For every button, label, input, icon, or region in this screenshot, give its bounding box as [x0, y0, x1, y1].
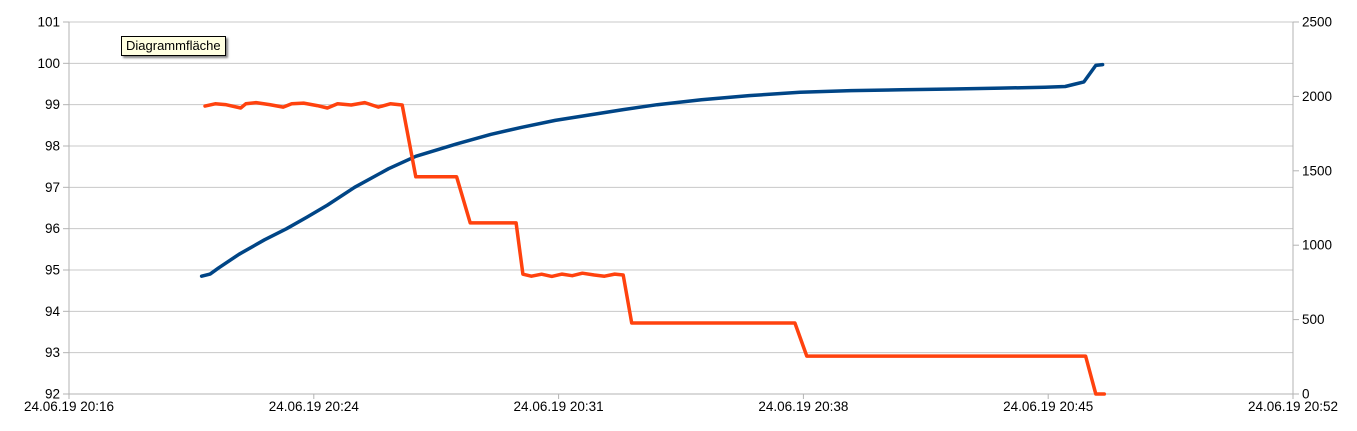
x-axis-tick-label: 24.06.19 20:31: [514, 399, 604, 414]
y-axis-right-tick-label: 1000: [1302, 238, 1332, 253]
chart-plot-area[interactable]: [69, 22, 1293, 394]
y-axis-left-tick-label: 96: [45, 221, 60, 236]
x-axis-tick-label: 24.06.19 20:24: [269, 399, 360, 414]
y-axis-left-tick-label: 99: [45, 97, 60, 112]
y-axis-left-tick-label: 100: [37, 56, 60, 71]
chart-area-tooltip: Diagrammfläche: [121, 36, 226, 56]
y-axis-right-tick-label: 500: [1302, 312, 1325, 327]
x-axis-tick-label: 24.06.19 20:16: [24, 399, 114, 414]
y-axis-right-tick-label: 2500: [1302, 15, 1332, 30]
y-axis-right-tick-label: 2000: [1302, 89, 1332, 104]
orange-line-series-path: [203, 100, 1107, 396]
y-axis-left-tick-label: 93: [45, 345, 60, 360]
blue-line-series-path: [199, 62, 1105, 278]
y-axis-left-tick-label: 101: [37, 15, 60, 30]
y-axis-right-tick-label: 1500: [1302, 163, 1332, 178]
y-axis-left-tick-label: 94: [45, 304, 61, 319]
x-axis-tick-label: 24.06.19 20:52: [1248, 399, 1338, 414]
x-axis-tick-label: 24.06.19 20:38: [758, 399, 848, 414]
y-axis-left-tick-label: 95: [45, 263, 60, 278]
y-axis-right-tick-label: 0: [1302, 387, 1310, 402]
x-axis-tick-label: 24.06.19 20:45: [1003, 399, 1093, 414]
y-axis-left-tick-label: 92: [45, 387, 60, 402]
y-axis-left-tick-label: 98: [45, 139, 60, 154]
y-axis-left-tick-label: 97: [45, 180, 60, 195]
